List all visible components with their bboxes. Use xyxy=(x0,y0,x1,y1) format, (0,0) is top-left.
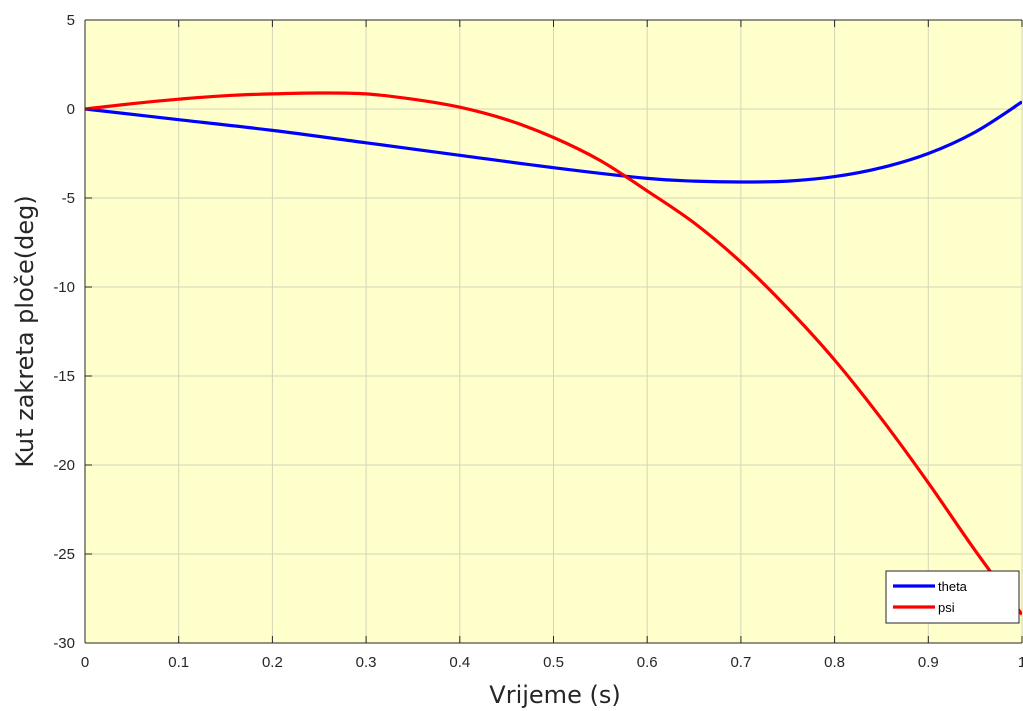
x-tick-label: 0.1 xyxy=(168,654,189,671)
x-tick-label: 0.3 xyxy=(356,654,377,671)
x-tick-label: 0.9 xyxy=(918,654,939,671)
x-tick-label: 0.8 xyxy=(824,654,845,671)
series-line-theta xyxy=(85,100,1022,184)
y-tick-label: 0 xyxy=(67,101,75,118)
y-tick-label: -15 xyxy=(53,368,75,385)
y-tick-label: 5 xyxy=(67,12,75,29)
x-axis-title: Vrijeme (s) xyxy=(489,681,620,709)
series-layer xyxy=(85,91,1022,616)
x-tick-label: 0.7 xyxy=(730,654,751,671)
y-tick-label: -10 xyxy=(53,279,75,296)
x-tick-label: 0 xyxy=(81,654,89,671)
legend-box xyxy=(885,570,1020,624)
x-tick-label: 0.4 xyxy=(449,654,470,671)
legend-label-theta: theta xyxy=(938,579,968,594)
tick-labels: 0 0.1 0.2 0.3 0.4 0.5 0.6 0.7 0.8 0.9 1 5 0 -5 -10 -15 -… xyxy=(53,12,1023,671)
y-tick-label: -5 xyxy=(62,190,75,207)
y-tick-label: -20 xyxy=(53,457,75,474)
x-tick-label: 0.5 xyxy=(543,654,564,671)
y-tick-label: -25 xyxy=(53,546,75,563)
legend-label-psi: psi xyxy=(938,600,955,615)
x-tick-label: 0.6 xyxy=(637,654,658,671)
x-tick-label: 1 xyxy=(1018,654,1023,671)
legend: theta psi xyxy=(885,570,1020,624)
y-tick-label: -30 xyxy=(53,635,75,652)
series-line-psi xyxy=(85,91,1022,616)
x-tick-label: 0.2 xyxy=(262,654,283,671)
y-axis-title: Kut zakreta ploče(deg) xyxy=(11,195,39,467)
axes xyxy=(84,19,1023,644)
